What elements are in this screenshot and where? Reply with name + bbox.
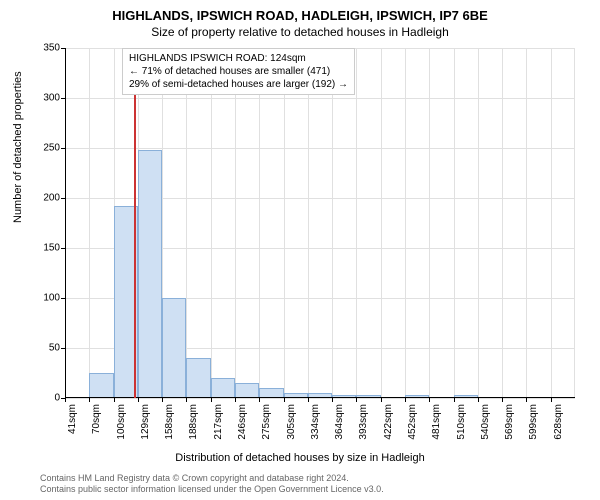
x-tick-label: 41sqm — [67, 404, 78, 444]
x-axis-title: Distribution of detached houses by size … — [0, 452, 600, 464]
histogram-bar — [138, 150, 162, 398]
x-tick — [211, 398, 212, 402]
x-tick — [162, 398, 163, 402]
grid-line-v — [502, 48, 503, 398]
annotation-line2: ← 71% of detached houses are smaller (47… — [129, 65, 348, 78]
y-axis-title: Number of detached properties — [12, 71, 24, 223]
grid-line-h — [65, 398, 575, 399]
x-tick — [284, 398, 285, 402]
x-tick-label: 510sqm — [456, 404, 467, 444]
grid-line-v — [405, 48, 406, 398]
footnote-line1: Contains HM Land Registry data © Crown c… — [40, 473, 384, 485]
x-tick-label: 275sqm — [261, 404, 272, 444]
y-tick — [61, 248, 65, 249]
x-tick — [138, 398, 139, 402]
x-tick-label: 100sqm — [116, 404, 127, 444]
title-sub: Size of property relative to detached ho… — [0, 23, 600, 39]
x-tick-label: 129sqm — [140, 404, 151, 444]
y-tick — [61, 48, 65, 49]
x-tick — [526, 398, 527, 402]
y-tick — [61, 348, 65, 349]
y-tick — [61, 98, 65, 99]
footnote: Contains HM Land Registry data © Crown c… — [40, 473, 384, 496]
x-tick — [551, 398, 552, 402]
x-tick — [235, 398, 236, 402]
y-tick-label: 0 — [54, 393, 60, 404]
x-tick-label: 70sqm — [91, 404, 102, 444]
marker-line — [134, 48, 136, 398]
x-tick-label: 188sqm — [188, 404, 199, 444]
histogram-bar — [211, 378, 235, 398]
annotation-line3: 29% of semi-detached houses are larger (… — [129, 78, 348, 91]
histogram-bar — [89, 373, 113, 398]
x-tick-label: 540sqm — [480, 404, 491, 444]
histogram-bar — [186, 358, 210, 398]
x-tick-label: 569sqm — [504, 404, 515, 444]
title-main: HIGHLANDS, IPSWICH ROAD, HADLEIGH, IPSWI… — [0, 0, 600, 23]
x-tick — [356, 398, 357, 402]
y-tick — [61, 148, 65, 149]
x-tick-label: 599sqm — [528, 404, 539, 444]
y-axis-line — [65, 48, 66, 398]
x-tick-label: 452sqm — [407, 404, 418, 444]
x-tick-label: 422sqm — [383, 404, 394, 444]
grid-line-v — [574, 48, 575, 398]
x-axis-line — [65, 397, 575, 398]
y-tick-label: 300 — [43, 93, 60, 104]
grid-line-v — [332, 48, 333, 398]
x-tick — [308, 398, 309, 402]
grid-line-v — [381, 48, 382, 398]
y-tick-label: 50 — [49, 343, 60, 354]
x-tick-label: 393sqm — [358, 404, 369, 444]
x-tick-label: 364sqm — [334, 404, 345, 444]
x-tick — [502, 398, 503, 402]
x-tick-label: 334sqm — [310, 404, 321, 444]
grid-line-v — [186, 48, 187, 398]
x-tick-label: 628sqm — [553, 404, 564, 444]
histogram-bar — [162, 298, 186, 398]
annotation-line1: HIGHLANDS IPSWICH ROAD: 124sqm — [129, 52, 348, 65]
x-tick — [405, 398, 406, 402]
x-tick — [89, 398, 90, 402]
y-tick — [61, 198, 65, 199]
y-tick-label: 250 — [43, 143, 60, 154]
grid-line-v — [356, 48, 357, 398]
grid-line-v — [308, 48, 309, 398]
x-tick — [114, 398, 115, 402]
x-tick — [259, 398, 260, 402]
grid-line-h — [65, 148, 575, 149]
x-tick — [454, 398, 455, 402]
grid-line-v — [551, 48, 552, 398]
x-tick — [332, 398, 333, 402]
grid-line-v — [454, 48, 455, 398]
x-tick — [381, 398, 382, 402]
y-tick-label: 350 — [43, 43, 60, 54]
chart-plot-area — [65, 48, 575, 398]
grid-line-v — [526, 48, 527, 398]
grid-line-v — [89, 48, 90, 398]
grid-line-v — [211, 48, 212, 398]
x-tick-label: 158sqm — [164, 404, 175, 444]
grid-line-v — [284, 48, 285, 398]
x-tick — [478, 398, 479, 402]
annotation-box: HIGHLANDS IPSWICH ROAD: 124sqm ← 71% of … — [122, 48, 355, 95]
grid-line-v — [478, 48, 479, 398]
grid-line-v — [259, 48, 260, 398]
y-tick-label: 200 — [43, 193, 60, 204]
grid-line-v — [235, 48, 236, 398]
histogram-bar — [235, 383, 259, 398]
x-tick — [429, 398, 430, 402]
grid-line-h — [65, 98, 575, 99]
x-tick-label: 246sqm — [237, 404, 248, 444]
grid-line-v — [429, 48, 430, 398]
x-tick-label: 217sqm — [213, 404, 224, 444]
x-tick — [186, 398, 187, 402]
x-tick — [65, 398, 66, 402]
x-tick-label: 481sqm — [431, 404, 442, 444]
y-tick — [61, 298, 65, 299]
footnote-line2: Contains public sector information licen… — [40, 484, 384, 496]
y-tick-label: 100 — [43, 293, 60, 304]
x-tick-label: 305sqm — [286, 404, 297, 444]
y-tick-label: 150 — [43, 243, 60, 254]
